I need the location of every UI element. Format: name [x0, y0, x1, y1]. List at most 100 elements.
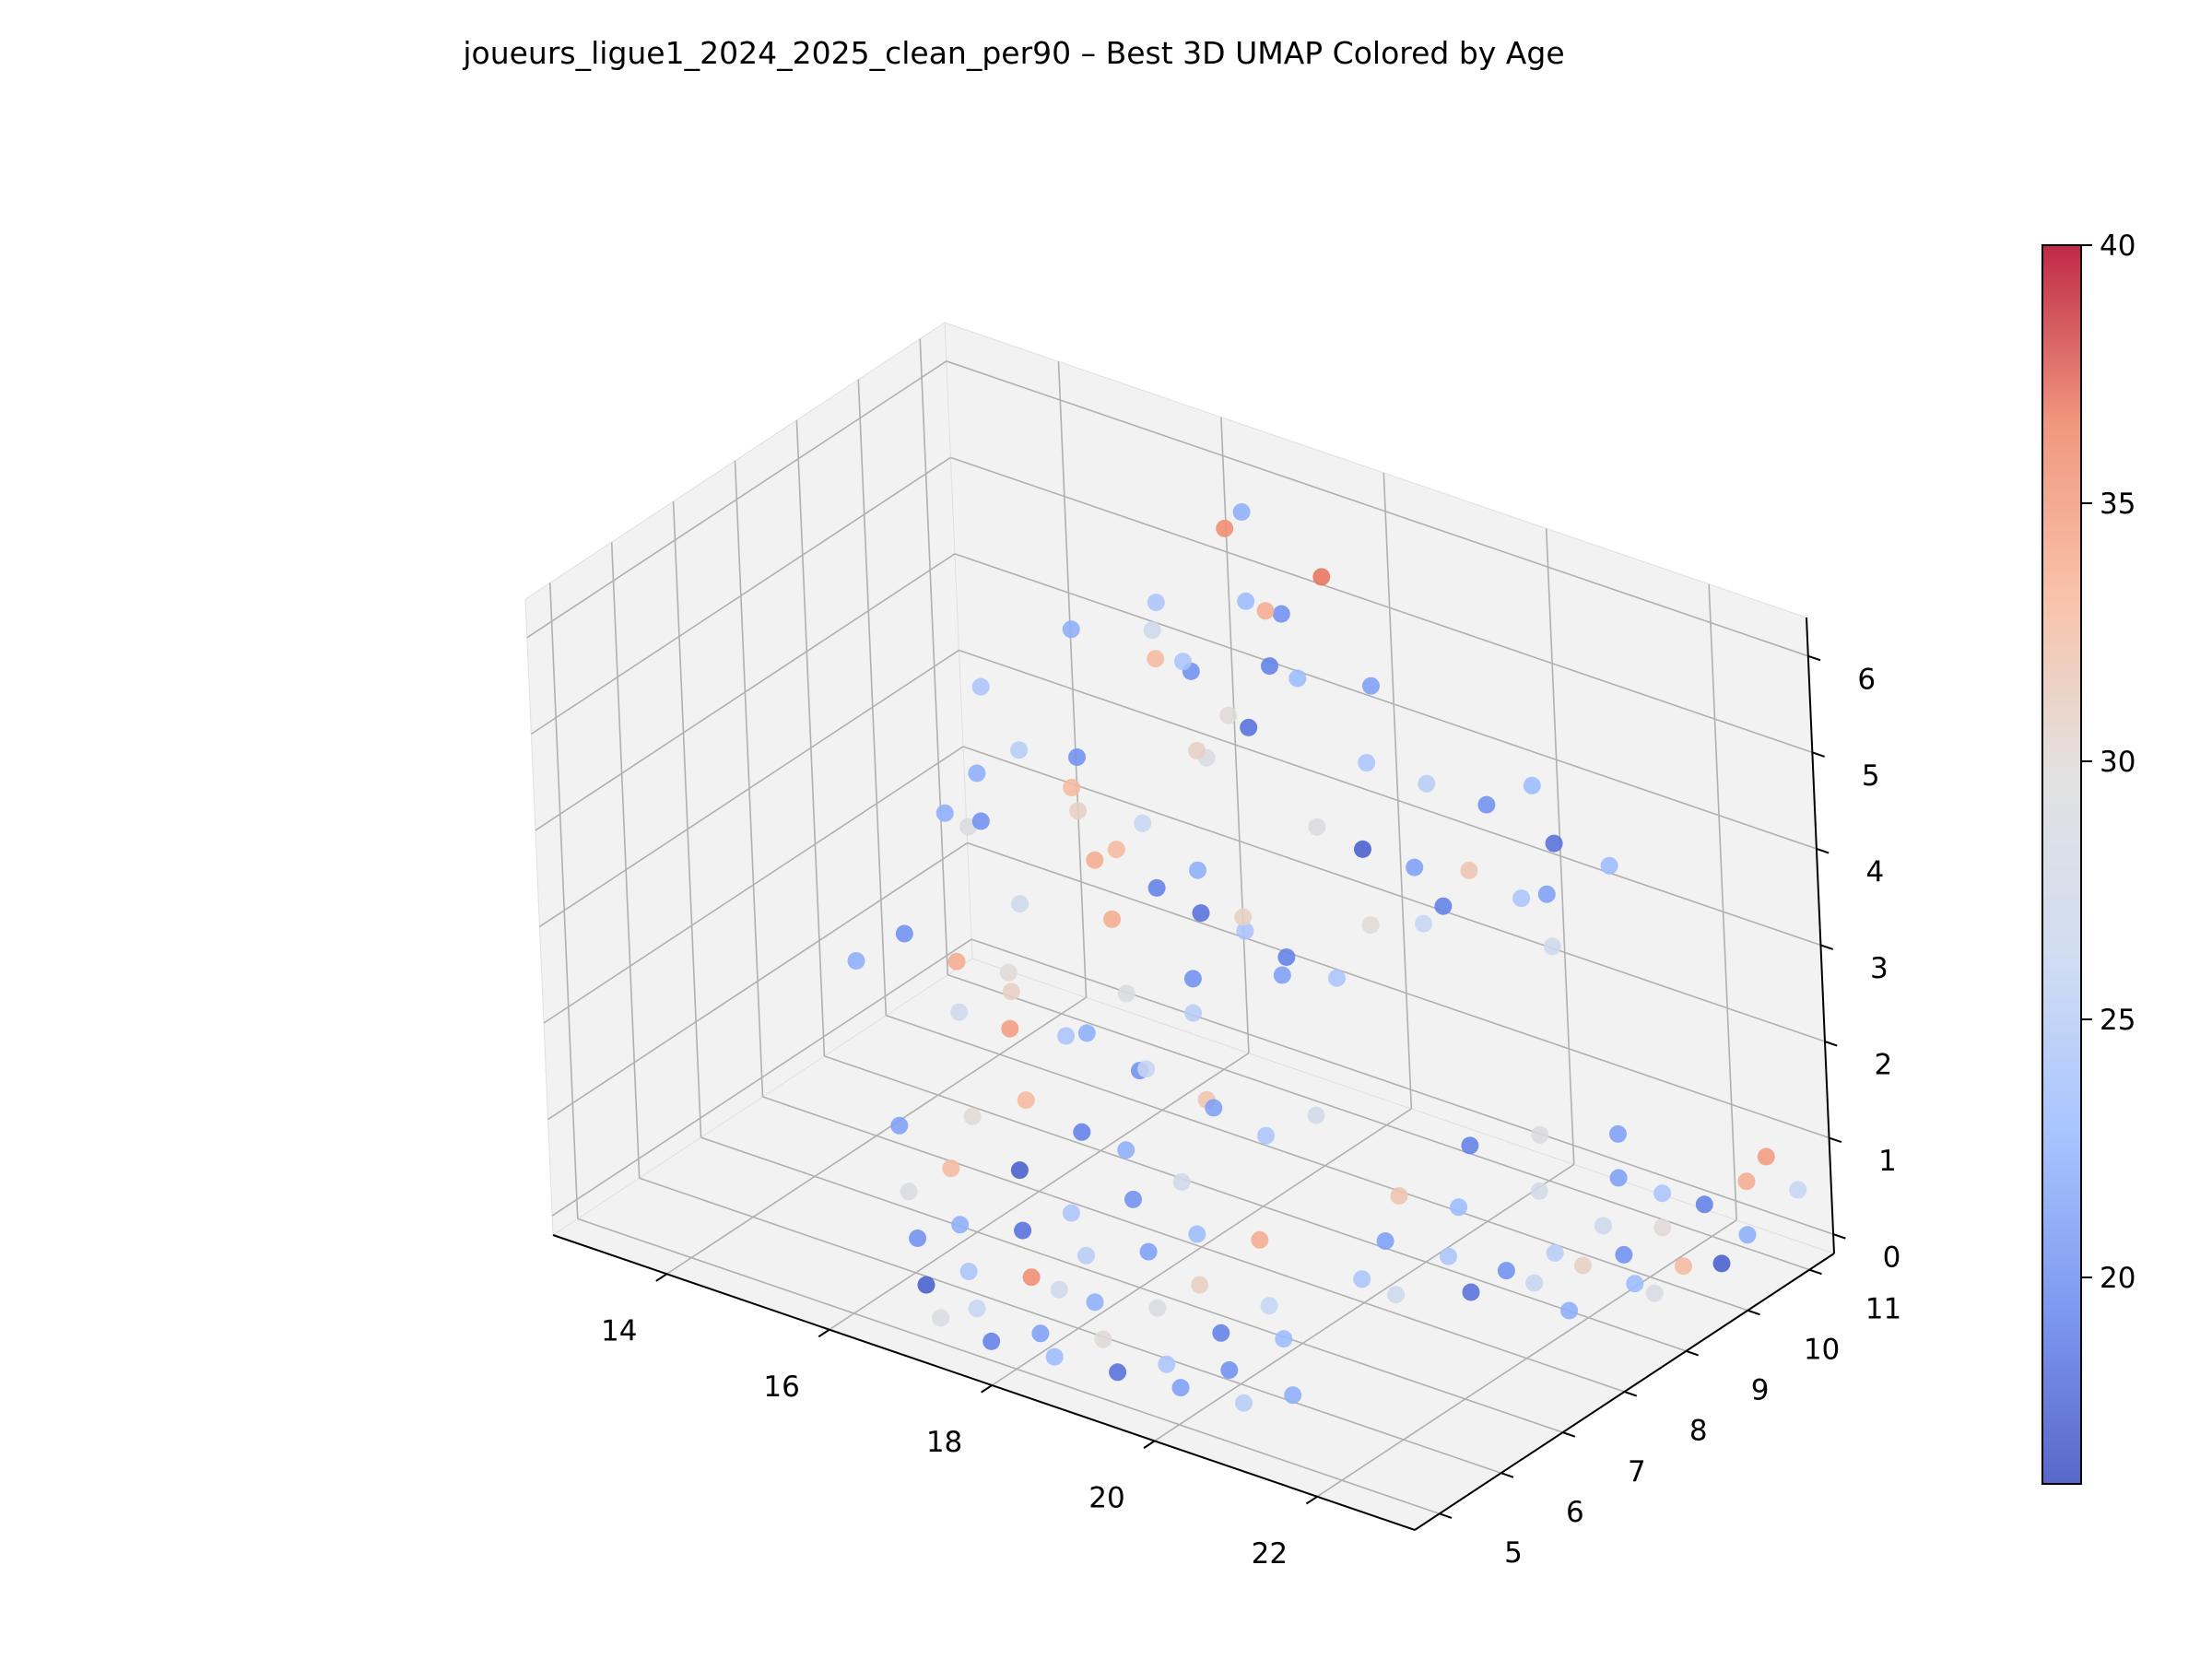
data-point: [1077, 1246, 1095, 1265]
z-tick-label: 0: [1883, 1241, 1901, 1275]
z-tick-mark: [1816, 847, 1830, 854]
data-point: [1653, 1218, 1672, 1237]
data-point: [1148, 1299, 1167, 1317]
data-point: [1574, 1256, 1592, 1275]
y-tick-label: 7: [1628, 1455, 1646, 1488]
grid-x-back: [1708, 583, 1737, 1220]
chart-title: joueurs_ligue1_2024_2025_clean_per90 – B…: [463, 35, 1565, 71]
data-point: [1512, 889, 1531, 908]
data-point: [1560, 1301, 1579, 1320]
data-point: [1235, 1394, 1253, 1412]
data-point: [1109, 1363, 1127, 1382]
data-point: [1143, 621, 1161, 640]
x-axis-line: [552, 1234, 1416, 1531]
data-point: [982, 1332, 1001, 1350]
y-tick-label: 9: [1751, 1374, 1770, 1407]
data-point: [1531, 1125, 1549, 1144]
grid-y-side: [548, 582, 579, 1219]
grid-z-back: [954, 553, 1818, 850]
data-point: [1275, 1330, 1293, 1348]
grid-y-side: [795, 419, 826, 1056]
tick-labels: 14 16 18 20 22 5 6 7 8 9 10 11 0 1 2 3 4 5 6: [601, 654, 1901, 1571]
x-tick-label: 22: [1252, 1537, 1288, 1571]
data-point: [1434, 897, 1453, 915]
data-point: [1022, 1268, 1041, 1287]
data-point: [950, 1003, 969, 1021]
z-axis-line: [1806, 617, 1835, 1254]
z-tick-mark: [1824, 1041, 1838, 1047]
grid-z-side: [526, 360, 947, 639]
y-tick-label: 8: [1689, 1415, 1708, 1448]
data-point: [1525, 1274, 1544, 1292]
data-point: [1069, 802, 1088, 820]
grid-z-back: [959, 649, 1821, 947]
data-point: [932, 1309, 950, 1327]
data-point: [1543, 937, 1561, 956]
data-point: [1147, 594, 1165, 612]
grid-y-floor: [824, 1055, 1687, 1352]
data-point: [1124, 1190, 1142, 1208]
data-point: [1789, 1181, 1807, 1199]
data-point: [1086, 1293, 1104, 1312]
data-point: [1328, 969, 1346, 987]
colorbar-tick-label: 20: [2100, 1262, 2136, 1295]
x-tick-mark: [655, 1273, 668, 1282]
grid-z-side: [543, 746, 964, 1024]
data-point: [1236, 922, 1254, 940]
data-point: [1530, 1182, 1548, 1200]
grid-x-back: [1057, 361, 1088, 998]
data-point: [1418, 774, 1436, 793]
z-tick-label: 2: [1875, 1049, 1893, 1082]
colorbar-tick-label: 30: [2100, 746, 2136, 779]
y-tick-mark: [1562, 1431, 1576, 1438]
data-point: [1014, 1221, 1032, 1240]
grid-z-side: [535, 553, 956, 831]
data-point: [1189, 861, 1206, 879]
data-point: [1390, 1187, 1408, 1205]
data-point: [1057, 1027, 1076, 1045]
data-point: [1523, 776, 1541, 794]
data-point: [1172, 1172, 1191, 1191]
x-tick-mark: [1305, 1495, 1318, 1505]
data-point: [1600, 856, 1618, 875]
z-tick-label: 4: [1865, 855, 1884, 888]
data-point: [1645, 1284, 1664, 1302]
data-point: [1117, 1141, 1135, 1159]
y-tick-mark: [1686, 1349, 1699, 1357]
data-point: [1712, 1254, 1731, 1273]
data-point: [1171, 1379, 1190, 1397]
data-point: [1284, 1386, 1302, 1405]
grid-z-back: [946, 360, 1809, 657]
data-point: [1653, 1184, 1672, 1203]
grid-z-back: [950, 456, 1813, 754]
data-point: [959, 1263, 978, 1280]
data-point: [1261, 657, 1278, 676]
data-point: [1107, 841, 1125, 859]
data-point: [1073, 1123, 1091, 1141]
data-point: [947, 952, 966, 971]
data-point: [1001, 1019, 1019, 1038]
data-point: [1387, 1286, 1406, 1304]
x-tick-mark: [981, 1384, 993, 1394]
data-point: [1011, 895, 1030, 913]
data-point: [1031, 1324, 1050, 1343]
z-tick-mark: [1832, 1233, 1846, 1240]
grid-z-side: [547, 841, 968, 1121]
y-tick-mark: [1808, 1268, 1822, 1276]
data-point: [1594, 1217, 1612, 1235]
data-point: [1450, 1198, 1468, 1217]
data-point: [1158, 1355, 1176, 1373]
data-point: [971, 677, 990, 696]
grid-z-side: [551, 938, 972, 1217]
data-point: [1103, 910, 1121, 928]
y-tick-label: 5: [1504, 1536, 1523, 1570]
grid-z-side: [530, 456, 951, 735]
x-tick-label: 14: [601, 1314, 637, 1347]
data-point: [1002, 982, 1020, 1001]
data-point: [1147, 650, 1165, 668]
data-point: [917, 1276, 935, 1294]
data-point: [1134, 814, 1152, 832]
colorbar: 20 25 30 35 40: [2041, 229, 2136, 1485]
data-point: [1240, 718, 1258, 736]
gridlines: [526, 338, 1834, 1515]
